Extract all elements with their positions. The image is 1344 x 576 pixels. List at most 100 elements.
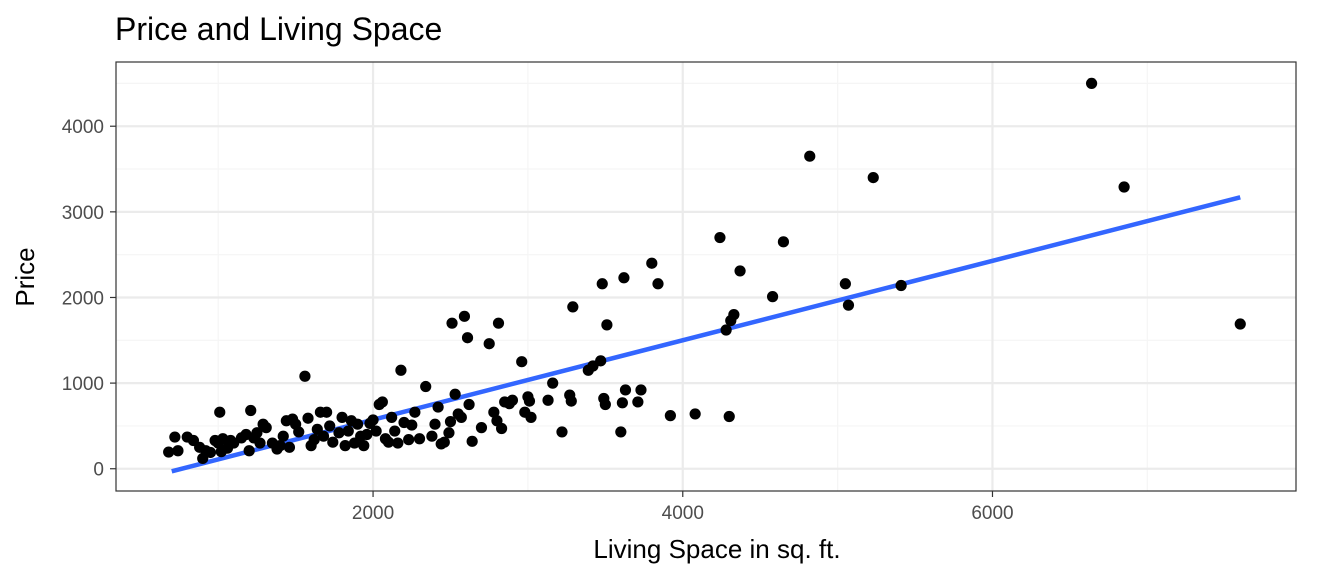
data-point <box>317 430 330 442</box>
data-point <box>728 309 740 321</box>
data-point <box>839 278 851 290</box>
data-point <box>488 406 500 418</box>
data-point <box>599 398 611 411</box>
data-point <box>403 434 415 446</box>
data-point <box>523 395 536 407</box>
data-point <box>302 412 314 424</box>
data-point <box>475 422 488 434</box>
plot-panel-border <box>115 61 1297 492</box>
data-point <box>596 278 608 290</box>
data-point <box>214 406 226 418</box>
x-tick-label: 6000 <box>971 503 1013 524</box>
data-point <box>714 231 726 244</box>
y-tick-label: 4000 <box>62 117 104 138</box>
data-point <box>351 418 364 430</box>
y-tick-label: 0 <box>93 460 104 481</box>
data-point <box>618 272 630 284</box>
y-tick-label: 1000 <box>62 374 104 395</box>
data-point <box>339 440 351 452</box>
data-point <box>169 431 181 443</box>
data-point <box>867 171 879 184</box>
data-point <box>804 150 816 162</box>
data-point <box>438 436 450 448</box>
data-point <box>277 430 289 442</box>
data-point <box>370 425 382 437</box>
data-point <box>516 356 528 368</box>
data-point <box>895 279 907 292</box>
data-point <box>635 384 647 396</box>
data-point <box>632 396 644 408</box>
data-point <box>766 291 779 303</box>
data-point <box>734 265 746 277</box>
data-point <box>444 416 457 428</box>
data-point <box>1085 77 1098 90</box>
x-axis-tick-labels: 2000 4000 6000 <box>352 503 1014 524</box>
data-point <box>1234 318 1246 330</box>
data-point <box>245 404 257 417</box>
x-tick-label: 2000 <box>352 503 394 524</box>
data-point <box>361 428 373 441</box>
data-point <box>689 408 701 420</box>
x-tick-label: 4000 <box>662 503 704 524</box>
data-point <box>406 419 418 431</box>
data-point <box>327 436 339 448</box>
chart-title: Price and Living Space <box>115 11 442 47</box>
x-axis-title: Living Space in sq. ft. <box>593 534 840 564</box>
data-point <box>567 301 579 313</box>
data-point <box>420 380 432 393</box>
data-point <box>842 299 855 311</box>
data-point <box>506 394 519 406</box>
data-point <box>432 401 444 413</box>
data-point <box>342 425 354 437</box>
grid-lines <box>116 62 1296 491</box>
data-point <box>367 414 379 426</box>
y-tick-label: 2000 <box>62 288 104 309</box>
data-point <box>595 355 607 367</box>
data-point <box>495 422 508 435</box>
y-axis-tick-labels: 0 1000 2000 3000 4000 <box>62 117 104 481</box>
data-point <box>601 319 613 331</box>
data-point <box>463 398 475 411</box>
data-point <box>455 411 467 423</box>
data-point <box>260 422 272 434</box>
data-point <box>336 411 348 423</box>
data-point <box>542 394 554 406</box>
data-point <box>466 435 478 447</box>
data-point <box>358 440 370 452</box>
data-point <box>429 418 441 430</box>
data-point <box>254 437 266 449</box>
y-axis-title: Price <box>10 247 40 306</box>
data-point <box>652 278 664 290</box>
data-point <box>283 441 296 453</box>
data-point <box>449 388 461 400</box>
data-point <box>163 446 175 458</box>
data-point <box>461 332 474 344</box>
data-point <box>1118 181 1130 193</box>
data-point <box>615 426 627 438</box>
data-point <box>293 426 305 438</box>
data-point <box>386 411 398 423</box>
data-point <box>556 426 568 438</box>
data-point <box>251 427 263 439</box>
data-point <box>565 395 577 407</box>
data-point <box>547 377 559 389</box>
data-point <box>333 427 345 439</box>
data-point <box>664 410 676 422</box>
data-point <box>483 338 495 350</box>
data-point <box>777 236 790 248</box>
axis-ticks <box>110 125 994 497</box>
data-point <box>382 436 395 448</box>
data-point <box>646 257 658 269</box>
data-point <box>525 411 537 423</box>
data-point <box>299 370 311 382</box>
data-point <box>389 425 401 437</box>
data-points <box>163 77 1246 465</box>
y-tick-label: 3000 <box>62 203 104 224</box>
data-point <box>321 406 333 418</box>
data-point <box>458 310 471 322</box>
data-point <box>616 397 628 409</box>
data-point <box>376 396 388 408</box>
data-point <box>204 446 217 459</box>
data-point <box>426 430 438 442</box>
